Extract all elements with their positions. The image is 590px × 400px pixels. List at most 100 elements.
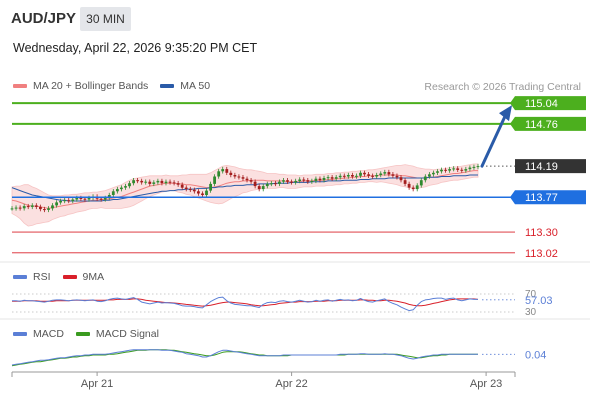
- candle-body: [59, 201, 62, 203]
- candle-body: [103, 198, 107, 200]
- candle-body: [160, 180, 164, 184]
- candle-body: [265, 183, 269, 187]
- candle-body: [294, 180, 298, 183]
- candle-body: [302, 179, 306, 181]
- candle-body: [99, 198, 103, 200]
- candle-body: [391, 174, 395, 176]
- macd-legend: MACD MACD Signal: [13, 328, 171, 340]
- candle-body: [342, 175, 346, 177]
- candle-body: [51, 205, 54, 209]
- candle-body: [164, 181, 168, 184]
- ma50-legend-label: MA 50: [180, 80, 211, 92]
- candle-body: [132, 180, 135, 184]
- candle-body: [168, 181, 172, 183]
- candle-body: [83, 198, 87, 200]
- timeframe-button[interactable]: 30 MIN: [80, 7, 131, 31]
- candle-body: [274, 183, 277, 185]
- x-axis-tick-label: Apr 21: [81, 378, 113, 390]
- candle-body: [22, 206, 26, 209]
- candle-body: [282, 180, 285, 182]
- candle-body: [63, 200, 67, 202]
- rsi-ma-legend-label: 9MA: [82, 271, 105, 283]
- candle-body: [452, 168, 456, 170]
- macd-line: [11, 349, 478, 366]
- candle-body: [213, 176, 216, 184]
- last-price-label: 114.19: [525, 161, 558, 173]
- candle-body: [444, 169, 447, 171]
- candle-body: [387, 172, 391, 175]
- candle-body: [180, 184, 184, 188]
- candle-body: [371, 175, 374, 177]
- x-axis-tick-label: Apr 23: [470, 378, 502, 390]
- candle-body: [201, 193, 204, 195]
- main-legend: MA 20 + Bollinger Bands MA 50: [13, 80, 222, 92]
- candle-body: [237, 176, 241, 178]
- candle-body: [18, 207, 22, 209]
- candle-body: [128, 183, 131, 187]
- candle-body: [399, 177, 403, 181]
- macd-current-label: 0.04: [525, 349, 546, 361]
- candle-body: [30, 205, 34, 207]
- candle-body: [111, 191, 115, 195]
- candle-body: [351, 175, 354, 177]
- rsi-legend: RSI 9MA: [13, 271, 116, 283]
- candle-body: [415, 185, 419, 190]
- candle-body: [460, 169, 464, 171]
- rsi-legend-label: RSI: [33, 271, 51, 283]
- candle-body: [116, 189, 119, 192]
- rsi-line: [12, 296, 478, 312]
- candle-body: [47, 208, 50, 210]
- candle-body: [363, 172, 366, 175]
- candle-body: [140, 180, 144, 183]
- candle-body: [192, 189, 196, 192]
- candle-body: [124, 186, 127, 188]
- candle-body: [75, 198, 79, 200]
- candle-body: [407, 183, 411, 188]
- candle-body: [225, 169, 229, 173]
- candle-body: [120, 187, 123, 190]
- candle-body: [43, 209, 46, 211]
- rsi-legend-swatch: [13, 275, 27, 279]
- candle-body: [245, 178, 249, 181]
- macd-legend-swatch: [13, 332, 27, 336]
- candle-body: [411, 187, 415, 190]
- candle-body: [188, 189, 192, 191]
- candle-body: [148, 181, 152, 184]
- candle-body: [346, 175, 350, 177]
- candle-body: [144, 181, 148, 183]
- candle-body: [221, 169, 225, 172]
- level-label-support: 113.02: [525, 248, 558, 260]
- level-label-resistance: 115.04: [525, 98, 558, 110]
- macd-signal-legend-swatch: [75, 332, 90, 336]
- target-arrow-shaft: [480, 112, 508, 168]
- candle-body: [249, 180, 253, 182]
- bollinger-band-area: [11, 163, 479, 227]
- candle-body: [286, 180, 289, 182]
- candle-body: [34, 205, 38, 207]
- rsi-current-label: 57.03: [525, 295, 553, 307]
- candle-body: [419, 180, 423, 186]
- level-label-box-resistance: [510, 116, 586, 131]
- candle-body: [383, 172, 387, 174]
- candle-body: [423, 176, 427, 181]
- candle-body: [375, 175, 379, 177]
- level-label-resistance: 114.76: [525, 119, 558, 131]
- candle-body: [290, 181, 293, 183]
- candle-body: [229, 172, 233, 175]
- candle-body: [436, 171, 439, 173]
- candle-body: [355, 175, 358, 177]
- candle-body: [322, 178, 326, 181]
- candle-body: [464, 169, 468, 171]
- candle-body: [432, 172, 435, 175]
- candle-body: [428, 174, 431, 177]
- candle-body: [87, 198, 91, 200]
- candle-body: [71, 199, 75, 201]
- candle-body: [330, 177, 334, 179]
- x-axis-tick-label: Apr 22: [275, 378, 307, 390]
- level-label-box-pivot: [510, 190, 586, 205]
- ma50-legend-swatch: [160, 84, 175, 88]
- candle-body: [184, 187, 188, 190]
- rsi-level-label: 70: [525, 289, 537, 300]
- candle-body: [269, 183, 273, 185]
